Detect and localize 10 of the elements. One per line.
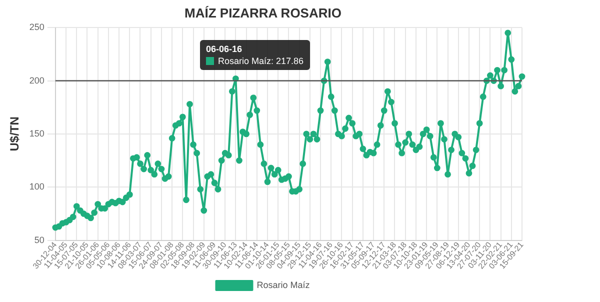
legend-label: Rosario Maíz <box>256 280 310 290</box>
chart-title: MAÍZ PIZARRA ROSARIO <box>184 5 342 20</box>
y-axis-title: U$/TN <box>8 116 22 152</box>
y-tick-label: 50 <box>34 234 44 245</box>
y-tick-label: 100 <box>29 182 44 192</box>
annotation: 06-06-16 <box>206 43 244 55</box>
annotation: Rosario Maíz: 217.86 <box>217 55 304 67</box>
y-tick-label: 200 <box>29 75 44 86</box>
y-tick-label: 250 <box>29 22 44 32</box>
y-tick-label: 150 <box>29 128 44 138</box>
